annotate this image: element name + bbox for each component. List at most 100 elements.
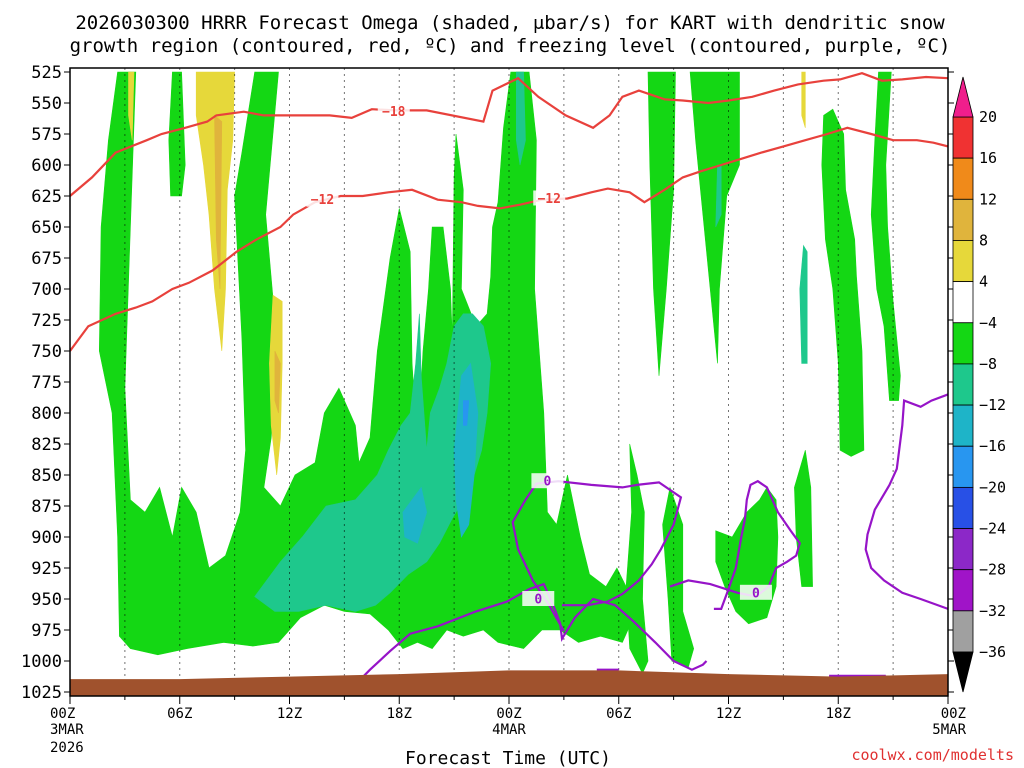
x-tick-date: 5MAR — [932, 722, 966, 738]
x-tick-label: 06Z — [606, 706, 631, 722]
dgz-contour-label: −18 — [382, 105, 406, 120]
shade-green-minus4-to-minus8-1 — [168, 71, 186, 197]
shade-yellow-4-to-8-2 — [128, 71, 135, 141]
contour-dgz-red-minus12 — [70, 126, 948, 352]
y-tick-label: 975 — [31, 621, 62, 641]
colorbar-bin — [952, 281, 974, 324]
contours: −18 −12 −12 0 0 0 — [70, 72, 948, 693]
shade-green-minus4-to-minus8-0 — [98, 71, 634, 656]
colorbar-label: 20 — [979, 108, 997, 126]
colorbar-bin — [952, 528, 974, 571]
y-tick-label: 950 — [31, 590, 62, 610]
contour-freezing-purple-b — [511, 480, 683, 632]
shade-yellow-4-to-8-0 — [195, 71, 235, 352]
colorbar-top-arrow — [952, 76, 974, 118]
y-tick-label: 550 — [31, 94, 62, 114]
shade-cyan-minus12-to-minus16-0 — [453, 362, 479, 538]
colorbar-bin — [952, 569, 974, 612]
colorbar-bin — [952, 404, 974, 447]
colorbar: 20 16 12 8 4 −4 −8 −12 −16 −20 −24 −28 −32 −36 — [952, 76, 1006, 693]
credit-text: coolwx.com/modelts — [851, 746, 1014, 764]
grid-lines — [124, 68, 894, 696]
chart-title-line-1: 2026030300 HRRR Forecast Omega (shaded, … — [75, 12, 945, 34]
shade-teal-minus8-to-minus12-0 — [254, 313, 492, 612]
freezing-contour-label: 0 — [534, 593, 542, 608]
x-tick-date: 3MAR — [50, 722, 84, 738]
colorbar-label: 8 — [979, 231, 988, 249]
y-tick-label: 875 — [31, 497, 62, 517]
freezing-contour-label-bg — [522, 591, 555, 606]
colorbar-label: −16 — [979, 437, 1006, 455]
shade-teal-minus8-to-minus12-2 — [799, 244, 808, 364]
colorbar-bin — [952, 157, 974, 200]
shade-blue-minus16-to-minus20-0 — [462, 400, 470, 426]
terrain-ground — [70, 670, 948, 696]
x-tick-label: 00Z — [941, 706, 966, 722]
colorbar-label: −8 — [979, 355, 997, 373]
y-tick-label: 725 — [31, 311, 62, 331]
shade-green-minus4-to-minus8-3 — [689, 71, 740, 364]
colorbar-bin — [952, 363, 974, 406]
freezing-contour-label-bg — [739, 584, 772, 600]
x-tick-year: 2026 — [50, 740, 84, 756]
y-tick-label: 700 — [31, 280, 62, 300]
y-tick-label: 750 — [31, 342, 62, 362]
colorbar-label: −20 — [979, 478, 1006, 496]
shade-gold-8-to-12-0 — [214, 114, 223, 290]
shade-gold-8-to-12-1 — [274, 350, 281, 414]
colorbar-label: 16 — [979, 149, 997, 167]
colorbar-label: −4 — [979, 314, 997, 332]
dgz-contour-label: −12 — [537, 192, 560, 207]
dgz-contour-label-bg — [377, 103, 410, 119]
colorbar-bin — [952, 486, 974, 529]
x-tick-label: 18Z — [387, 706, 412, 722]
shade-green-minus4-to-minus8-9 — [870, 71, 901, 401]
dgz-contour-label: −12 — [311, 193, 334, 208]
colorbar-label: −28 — [979, 561, 1006, 579]
freezing-contour-label: 0 — [543, 475, 551, 490]
y-tick-label: 1025 — [21, 683, 62, 703]
dgz-contour-label-bg — [306, 191, 339, 207]
colorbar-bin — [952, 240, 974, 283]
colorbar-bin — [952, 610, 974, 653]
colorbar-label: −24 — [979, 520, 1006, 538]
colorbar-bottom-arrow — [952, 651, 974, 693]
contour-freezing-purple-d — [864, 393, 948, 610]
x-tick-label: 00Z — [496, 706, 521, 722]
x-tick-label: 12Z — [277, 706, 302, 722]
colorbar-label: −12 — [979, 396, 1006, 414]
colorbar-bin — [952, 322, 974, 365]
shade-green-minus4-to-minus8-4 — [625, 443, 649, 675]
x-tick-label: 00Z — [50, 706, 75, 722]
chart-title-line-2: growth region (contoured, red, ºC) and f… — [70, 35, 951, 57]
y-axis: 525 550 575 600 625 650 675 700 725 750 775 800 825 8… — [21, 63, 954, 703]
shade-green-minus4-to-minus8-7 — [794, 450, 813, 587]
y-tick-label: 900 — [31, 528, 62, 548]
shade-cyan-minus12-to-minus16-1 — [402, 486, 428, 544]
x-tick-label: 18Z — [826, 706, 851, 722]
terrain — [70, 670, 948, 696]
colorbar-label: 4 — [979, 273, 988, 291]
contour-dgz-red-minus18 — [70, 72, 948, 197]
colorbar-bin — [952, 198, 974, 241]
x-axis-title: Forecast Time (UTC) — [405, 748, 611, 768]
x-tick-label: 06Z — [167, 706, 192, 722]
colorbar-label: −32 — [979, 602, 1006, 620]
y-tick-label: 625 — [31, 187, 62, 207]
colorbar-label: 12 — [979, 190, 997, 208]
shade-green-minus4-to-minus8-8 — [821, 108, 865, 457]
colorbar-bin — [952, 445, 974, 488]
colorbar-label: −36 — [979, 643, 1006, 661]
y-tick-label: 850 — [31, 466, 62, 486]
freezing-contour-label: 0 — [752, 586, 760, 601]
y-tick-label: 600 — [31, 156, 62, 176]
x-tick-label: 12Z — [716, 706, 741, 722]
y-tick-label: 525 — [31, 63, 62, 83]
colorbar-bin — [952, 116, 974, 159]
y-tick-label: 775 — [31, 373, 62, 393]
shade-teal-minus8-to-minus12-1 — [515, 71, 526, 166]
shade-green-minus4-to-minus8-2 — [647, 71, 676, 376]
shade-yellow-4-to-8-3 — [801, 71, 806, 128]
